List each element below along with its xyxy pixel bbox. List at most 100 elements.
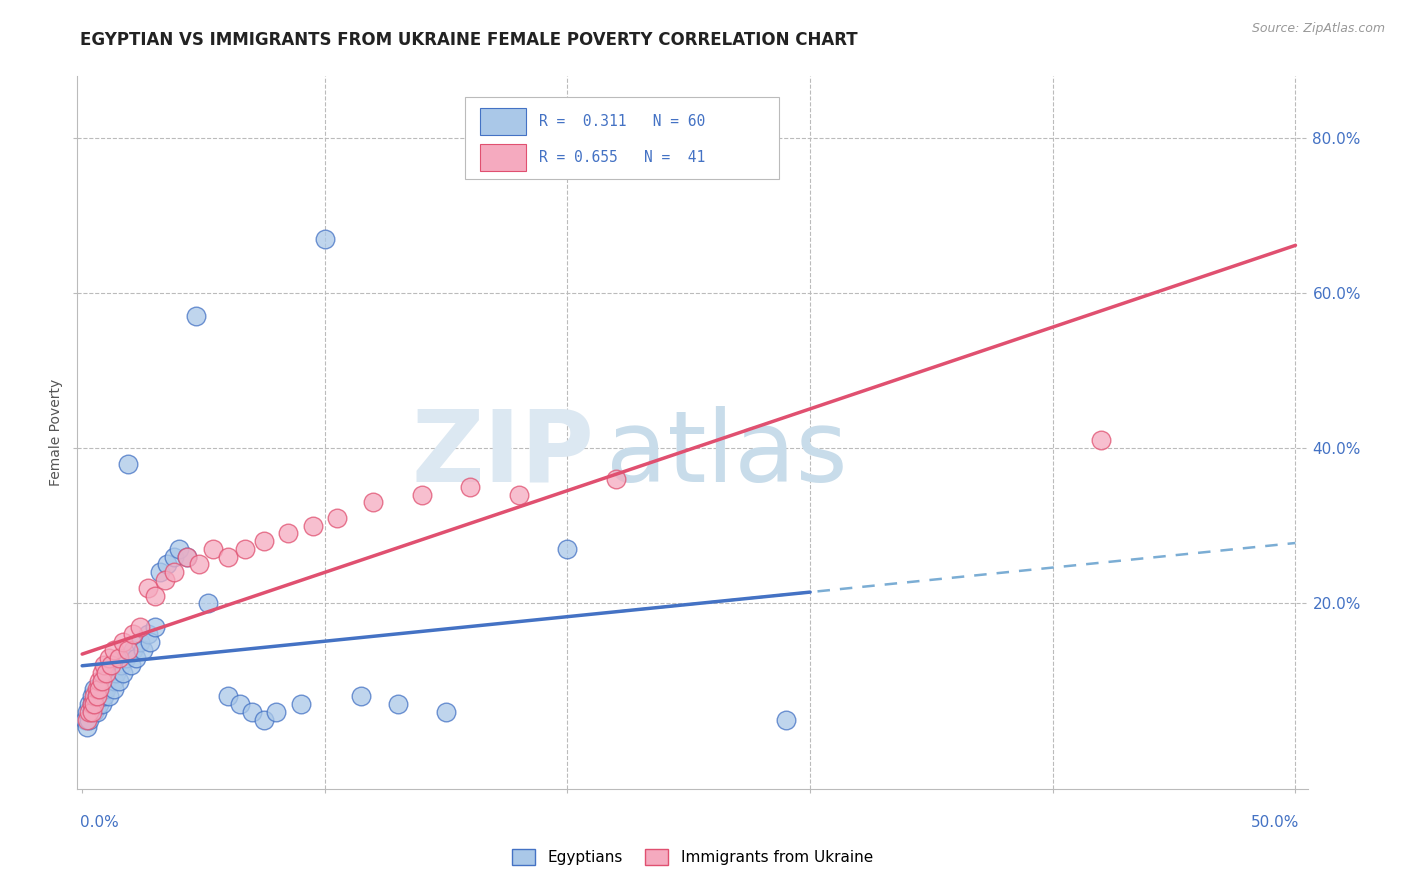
Point <box>326 511 349 525</box>
Point <box>508 488 530 502</box>
Point <box>86 690 108 704</box>
Point <box>301 518 323 533</box>
Point <box>79 697 101 711</box>
Point <box>277 526 299 541</box>
Point <box>90 697 112 711</box>
Point <box>176 549 198 564</box>
Point <box>253 713 276 727</box>
Point <box>80 690 103 704</box>
Point <box>120 658 142 673</box>
Point <box>266 705 288 719</box>
Point <box>186 310 208 324</box>
Point <box>129 619 152 633</box>
Point <box>115 650 138 665</box>
Point <box>112 635 135 649</box>
Point <box>86 705 108 719</box>
Point <box>97 690 120 704</box>
Point <box>100 658 122 673</box>
Point <box>103 673 125 688</box>
Point <box>143 589 166 603</box>
Point <box>97 650 120 665</box>
Point <box>76 705 98 719</box>
Point <box>240 705 263 719</box>
Point <box>143 619 166 633</box>
Point <box>90 673 112 688</box>
Point <box>136 581 159 595</box>
Point <box>89 681 111 696</box>
Text: 50.0%: 50.0% <box>1251 815 1299 830</box>
Point <box>96 666 118 681</box>
Point <box>80 697 103 711</box>
Point <box>83 690 105 704</box>
Point <box>363 495 385 509</box>
Point <box>163 549 186 564</box>
Text: 0.0%: 0.0% <box>80 815 120 830</box>
Point <box>132 642 155 657</box>
Point <box>80 705 103 719</box>
Point <box>105 666 128 681</box>
Bar <box>479 144 526 170</box>
Point <box>117 457 139 471</box>
Point <box>83 681 105 696</box>
Point <box>167 541 190 556</box>
Point <box>350 690 373 704</box>
Point <box>122 627 145 641</box>
Point <box>96 681 118 696</box>
Point <box>90 666 112 681</box>
Point <box>290 697 312 711</box>
Legend: Egyptians, Immigrants from Ukraine: Egyptians, Immigrants from Ukraine <box>506 843 879 871</box>
Point <box>89 681 111 696</box>
Point <box>76 713 98 727</box>
Point <box>202 541 225 556</box>
Point <box>86 681 108 696</box>
Point <box>83 697 105 711</box>
Point <box>605 472 627 486</box>
Point <box>107 650 129 665</box>
Text: R = 0.655   N =  41: R = 0.655 N = 41 <box>538 150 704 165</box>
Point <box>76 720 98 734</box>
Point <box>89 673 111 688</box>
Point <box>103 681 125 696</box>
Point <box>197 596 219 610</box>
Point <box>96 673 118 688</box>
Text: EGYPTIAN VS IMMIGRANTS FROM UKRAINE FEMALE POVERTY CORRELATION CHART: EGYPTIAN VS IMMIGRANTS FROM UKRAINE FEMA… <box>80 31 858 49</box>
Point <box>411 488 433 502</box>
Point <box>217 549 239 564</box>
Point <box>93 681 115 696</box>
Bar <box>479 108 526 135</box>
Point <box>103 642 125 657</box>
Point <box>89 697 111 711</box>
Point <box>112 666 135 681</box>
Point <box>557 541 579 556</box>
Point <box>163 566 186 580</box>
Point <box>93 658 115 673</box>
Point <box>139 635 162 649</box>
Point <box>314 232 336 246</box>
Point <box>80 705 103 719</box>
Point <box>156 558 179 572</box>
Point <box>90 690 112 704</box>
Point <box>129 635 152 649</box>
Point <box>460 480 482 494</box>
Point <box>117 642 139 657</box>
Point <box>187 558 209 572</box>
Point <box>153 573 176 587</box>
Point <box>79 713 101 727</box>
Point <box>107 673 129 688</box>
FancyBboxPatch shape <box>465 97 779 179</box>
Point <box>73 713 96 727</box>
Point <box>217 690 239 704</box>
Point <box>80 697 103 711</box>
Point <box>229 697 252 711</box>
Point <box>110 658 132 673</box>
Point <box>149 566 172 580</box>
Text: atlas: atlas <box>606 406 848 502</box>
Point <box>93 690 115 704</box>
Point <box>1090 434 1112 448</box>
Point <box>83 705 105 719</box>
Point <box>90 673 112 688</box>
Point <box>775 713 797 727</box>
Point <box>97 666 120 681</box>
Text: Source: ZipAtlas.com: Source: ZipAtlas.com <box>1251 22 1385 36</box>
Point <box>86 690 108 704</box>
